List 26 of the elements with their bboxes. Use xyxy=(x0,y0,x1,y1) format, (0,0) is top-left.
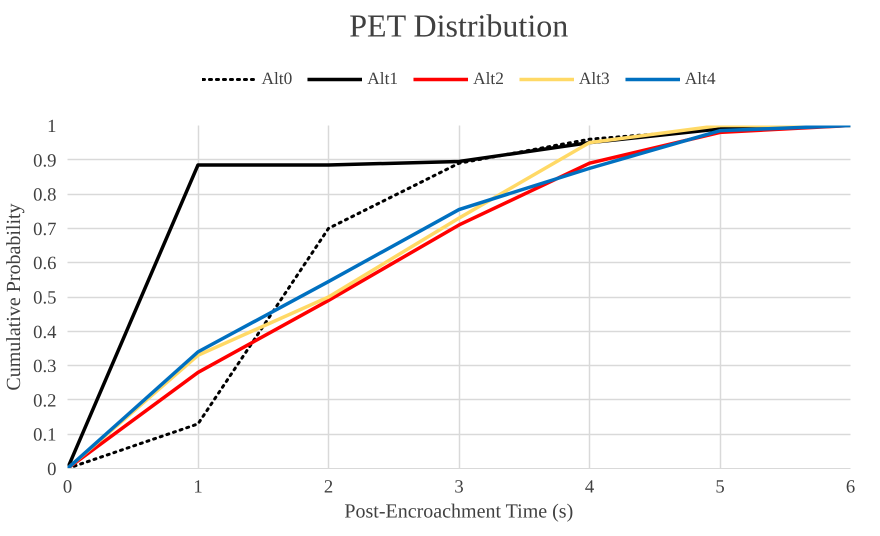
y-tick-label: 0.9 xyxy=(33,150,57,172)
legend-label: Alt2 xyxy=(473,69,504,89)
y-tick-label: 0.3 xyxy=(33,356,57,378)
y-tick-label: 0.4 xyxy=(33,322,58,343)
y-tick-label: 0.5 xyxy=(33,288,57,308)
x-tick-label: 2 xyxy=(324,476,334,498)
y-tick-label: 0.8 xyxy=(33,184,57,206)
chart-title: PET Distribution xyxy=(349,8,568,44)
legend-label: Alt0 xyxy=(261,69,292,89)
y-tick-label: 0.6 xyxy=(33,253,57,274)
x-tick-label: 3 xyxy=(454,476,464,498)
legend-label: Alt3 xyxy=(578,69,610,89)
x-tick-label: 0 xyxy=(62,476,72,498)
y-tick-label: 0.2 xyxy=(33,390,57,412)
x-tick-label: 1 xyxy=(193,476,203,498)
x-tick-label: 4 xyxy=(584,476,595,498)
y-tick-label: 0.7 xyxy=(33,218,57,240)
y-axis-title: Cumulative Probability xyxy=(3,203,26,391)
y-tick-label: 0 xyxy=(47,459,56,480)
y-tick-label: 1 xyxy=(47,116,56,137)
x-tick-label: 6 xyxy=(846,476,856,498)
x-axis-title: Post-Encroachment Time (s) xyxy=(344,500,574,522)
legend-label: Alt1 xyxy=(367,69,398,89)
x-tick-label: 5 xyxy=(715,476,725,498)
y-tick-label: 0.1 xyxy=(33,424,57,446)
legend-label: Alt4 xyxy=(684,69,716,89)
